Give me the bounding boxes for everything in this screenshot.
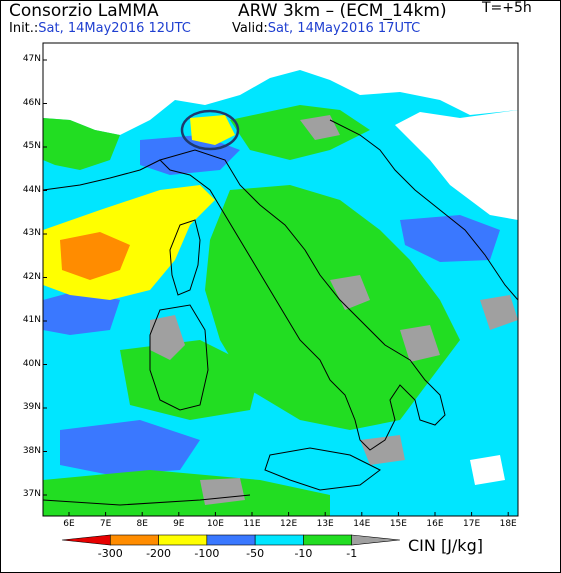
lon-label: 7E xyxy=(99,519,112,529)
highlight-ellipse xyxy=(180,109,240,151)
region-green-alps-west xyxy=(43,118,120,170)
coast-italy xyxy=(159,149,446,451)
colorbar-unit-label: CIN [J/kg] xyxy=(408,536,483,555)
region-gray-6 xyxy=(200,478,245,505)
coast-balkans xyxy=(329,119,518,301)
lon-label: 12E xyxy=(280,519,298,529)
colorbar-segment xyxy=(254,534,304,546)
lat-label: 42N xyxy=(22,271,41,282)
lon-label: 15E xyxy=(389,519,407,529)
lead-time: T=+5h xyxy=(482,0,532,16)
region-orange-west xyxy=(60,232,130,280)
region-white-balkans xyxy=(395,110,518,220)
lon-label: 13E xyxy=(316,519,334,529)
colorbar-tick-label: -10 xyxy=(294,547,313,560)
region-green-po xyxy=(230,105,370,160)
region-gray-sardinia xyxy=(150,315,185,360)
title-model: ARW 3km – (ECM_14km) xyxy=(238,1,447,21)
lat-label: 45N xyxy=(22,141,41,151)
colorbar-segment xyxy=(303,534,353,546)
colorbar-tick-label: -50 xyxy=(246,547,265,560)
colorbar-tick-label: -100 xyxy=(194,547,220,560)
title-producer: Consorzio LaMMA xyxy=(9,1,159,21)
colorbar xyxy=(61,534,401,546)
init-label: Init.: xyxy=(9,21,39,36)
region-gray-5 xyxy=(360,435,405,465)
colorbar-segment xyxy=(351,534,401,546)
lon-label: 18E xyxy=(499,519,517,529)
region-gray-2 xyxy=(330,275,370,310)
region-blue-sw xyxy=(43,290,120,335)
lat-label: 39N xyxy=(22,402,41,412)
region-gray-4 xyxy=(480,295,518,330)
lat-label: 41N xyxy=(22,315,41,325)
region-blue-adriatic xyxy=(400,215,500,262)
colorbar-segment xyxy=(109,534,159,546)
init-time: Init.:Sat, 14May2016 12UTC xyxy=(9,21,191,36)
lat-label: 47N xyxy=(22,54,41,64)
valid-time: Valid:Sat, 14May2016 17UTC xyxy=(232,21,420,36)
lon-label: 10E xyxy=(206,519,224,529)
cin-field xyxy=(43,43,518,516)
coast-france xyxy=(43,159,161,191)
colorbar-tick-label: -300 xyxy=(97,547,123,560)
coast-sardinia xyxy=(149,304,209,411)
coast-sicily xyxy=(264,447,381,491)
region-gray-1 xyxy=(300,115,340,140)
lat-label: 38N xyxy=(22,445,41,456)
colorbar-segment xyxy=(61,534,111,546)
map-border xyxy=(42,42,519,517)
lon-label: 16E xyxy=(426,519,444,529)
region-blue-south xyxy=(60,420,200,475)
lat-label: 40N xyxy=(22,358,41,369)
region-green-peninsula xyxy=(205,185,460,430)
init-value: Sat, 14May2016 12UTC xyxy=(38,21,191,36)
lon-label: 8E xyxy=(136,519,148,529)
region-white-north xyxy=(43,43,518,135)
lon-label: 11E xyxy=(243,519,261,529)
lat-label: 37N xyxy=(22,489,41,499)
coast-africa xyxy=(43,494,251,506)
lon-label: 6E xyxy=(63,519,75,529)
axis-ticks xyxy=(43,59,509,516)
colorbar-tick-label: -1 xyxy=(346,547,358,560)
colorbar-segment xyxy=(206,534,256,546)
lat-label: 43N xyxy=(22,228,41,238)
valid-label: Valid: xyxy=(232,21,268,36)
coastlines xyxy=(43,119,518,506)
lon-label: 17E xyxy=(463,519,481,529)
lon-label: 14E xyxy=(353,519,371,529)
region-gray-3 xyxy=(400,325,440,362)
lat-label: 44N xyxy=(22,184,41,195)
coast-corsica xyxy=(169,219,201,296)
region-yellow-circled xyxy=(190,115,235,145)
colorbar-segment xyxy=(158,534,208,546)
lon-label: 9E xyxy=(173,519,185,529)
lat-label: 46N xyxy=(22,97,41,108)
valid-value: Sat, 14May2016 17UTC xyxy=(267,21,421,36)
colorbar-tick-label: -200 xyxy=(146,547,172,560)
region-green-sardinia-south xyxy=(120,340,260,420)
region-white-se xyxy=(470,455,505,485)
